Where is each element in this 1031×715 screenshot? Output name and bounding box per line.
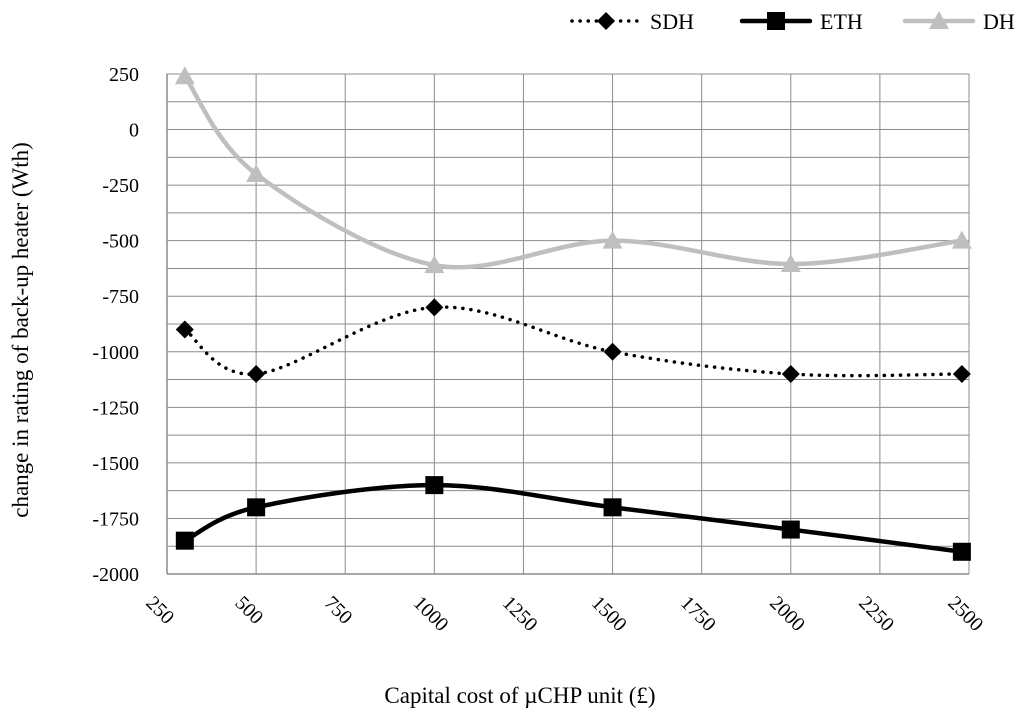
y-tick-label: 0	[129, 120, 139, 142]
y-tick-label: -1250	[92, 397, 139, 419]
series-dh	[174, 66, 972, 274]
x-tick-label: 250	[141, 592, 178, 629]
y-tick-label: -250	[102, 175, 139, 197]
series-line-sdh	[183, 305, 964, 378]
y-tick-label: -1500	[92, 453, 139, 475]
y-tick-label: -1750	[92, 508, 139, 530]
series-layer	[174, 66, 972, 561]
data-point-dh	[602, 230, 623, 249]
legend-marker-dh	[929, 11, 949, 29]
x-tick-label: 1750	[676, 592, 720, 636]
data-point-dh	[951, 230, 972, 249]
x-tick-label: 2250	[854, 592, 898, 636]
data-point-dh	[424, 255, 445, 274]
y-tick-label: -500	[102, 231, 139, 253]
x-tick-label: 1500	[587, 592, 631, 636]
y-tick-label: -2000	[92, 564, 139, 586]
data-point-dh	[174, 66, 195, 85]
legend-item-eth: ETH	[739, 9, 863, 34]
data-point-sdh	[175, 320, 194, 339]
y-tick-label: -1000	[92, 342, 139, 364]
y-tick-label: -750	[102, 286, 139, 308]
x-tick-label: 2500	[943, 592, 987, 636]
legend-marker-eth	[767, 12, 785, 30]
series-sdh	[175, 298, 971, 383]
x-tick-label: 2000	[765, 592, 809, 636]
data-point-sdh	[952, 365, 971, 383]
legend-marker-sdh	[597, 12, 615, 30]
data-point-eth	[952, 542, 971, 561]
axes	[166, 74, 969, 575]
y-axis-title: change in rating of back-up heater (Wth)	[8, 142, 33, 518]
data-point-eth	[603, 498, 622, 517]
data-point-sdh	[603, 342, 622, 361]
data-point-eth	[175, 531, 194, 550]
legend: SDH ETH DH	[570, 9, 1015, 34]
legend-label-eth: ETH	[820, 9, 863, 34]
data-point-sdh	[425, 298, 444, 317]
legend-label-dh: DH	[983, 9, 1015, 34]
data-point-dh	[246, 164, 267, 182]
series-line-dh	[182, 73, 965, 270]
legend-item-sdh: SDH	[570, 9, 694, 34]
series-eth	[175, 476, 971, 561]
data-point-dh	[780, 254, 801, 272]
y-tick-labels: 250 0 -250 -500 -750 -1000 -1250 -1500 -1750 -200…	[92, 64, 139, 586]
legend-item-dh: DH	[902, 9, 1015, 34]
y-tick-label: 250	[109, 64, 139, 86]
x-tick-label: 1250	[498, 592, 542, 636]
x-tick-label: 500	[231, 592, 268, 629]
x-tick-label: 750	[320, 592, 357, 629]
data-point-eth	[247, 498, 266, 517]
legend-label-sdh: SDH	[650, 9, 694, 34]
x-axis-title: Capital cost of µCHP unit (£)	[384, 683, 655, 708]
data-point-sdh	[781, 365, 800, 383]
data-point-eth	[425, 476, 444, 495]
data-point-eth	[781, 520, 800, 539]
x-tick-labels: 250 500 750 1000 1250 1500 1750 2000 2250 2500	[141, 592, 987, 636]
x-tick-label: 1000	[409, 592, 453, 636]
data-point-sdh	[247, 365, 266, 383]
